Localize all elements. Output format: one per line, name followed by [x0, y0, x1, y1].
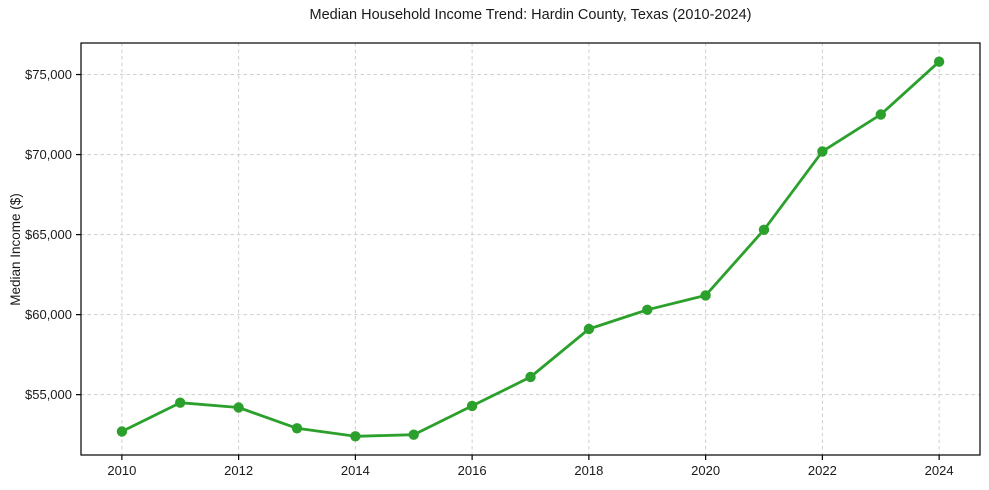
data-point-2015	[408, 429, 419, 440]
x-tick-label-2022: 2022	[808, 463, 837, 478]
data-point-2014	[350, 431, 361, 442]
data-point-2018	[583, 323, 595, 335]
x-tick-label-2010: 2010	[107, 463, 136, 478]
y-tick-label-75000: $75,000	[25, 67, 72, 82]
y-tick-label-55000: $55,000	[25, 387, 72, 402]
data-point-2010	[116, 426, 128, 437]
data-point-2019	[642, 304, 653, 315]
x-tick-label-2014: 2014	[341, 463, 370, 478]
x-tick-label-2016: 2016	[458, 463, 487, 478]
x-tick-label-2020: 2020	[691, 463, 720, 478]
data-point-2013	[291, 423, 303, 434]
data-point-2022	[817, 146, 828, 157]
chart-title: Median Household Income Trend: Hardin Co…	[309, 7, 752, 23]
plot-border	[80, 42, 981, 456]
data-point-2021	[758, 224, 770, 235]
x-tick-label-2024: 2024	[925, 463, 954, 478]
data-point-2016	[466, 400, 478, 412]
x-tick-label-2018: 2018	[574, 463, 603, 478]
y-tick-label-60000: $60,000	[25, 307, 72, 322]
data-point-2020	[700, 290, 711, 301]
data-point-2023	[875, 109, 886, 120]
y-tick-label-70000: $70,000	[25, 147, 72, 162]
data-point-2011	[175, 397, 186, 408]
x-tick-label-2012: 2012	[224, 463, 253, 478]
data-point-2024	[933, 56, 945, 67]
data-point-2012	[233, 402, 244, 413]
data-point-2017	[525, 371, 536, 383]
y-tick-label-65000: $65,000	[25, 227, 72, 242]
